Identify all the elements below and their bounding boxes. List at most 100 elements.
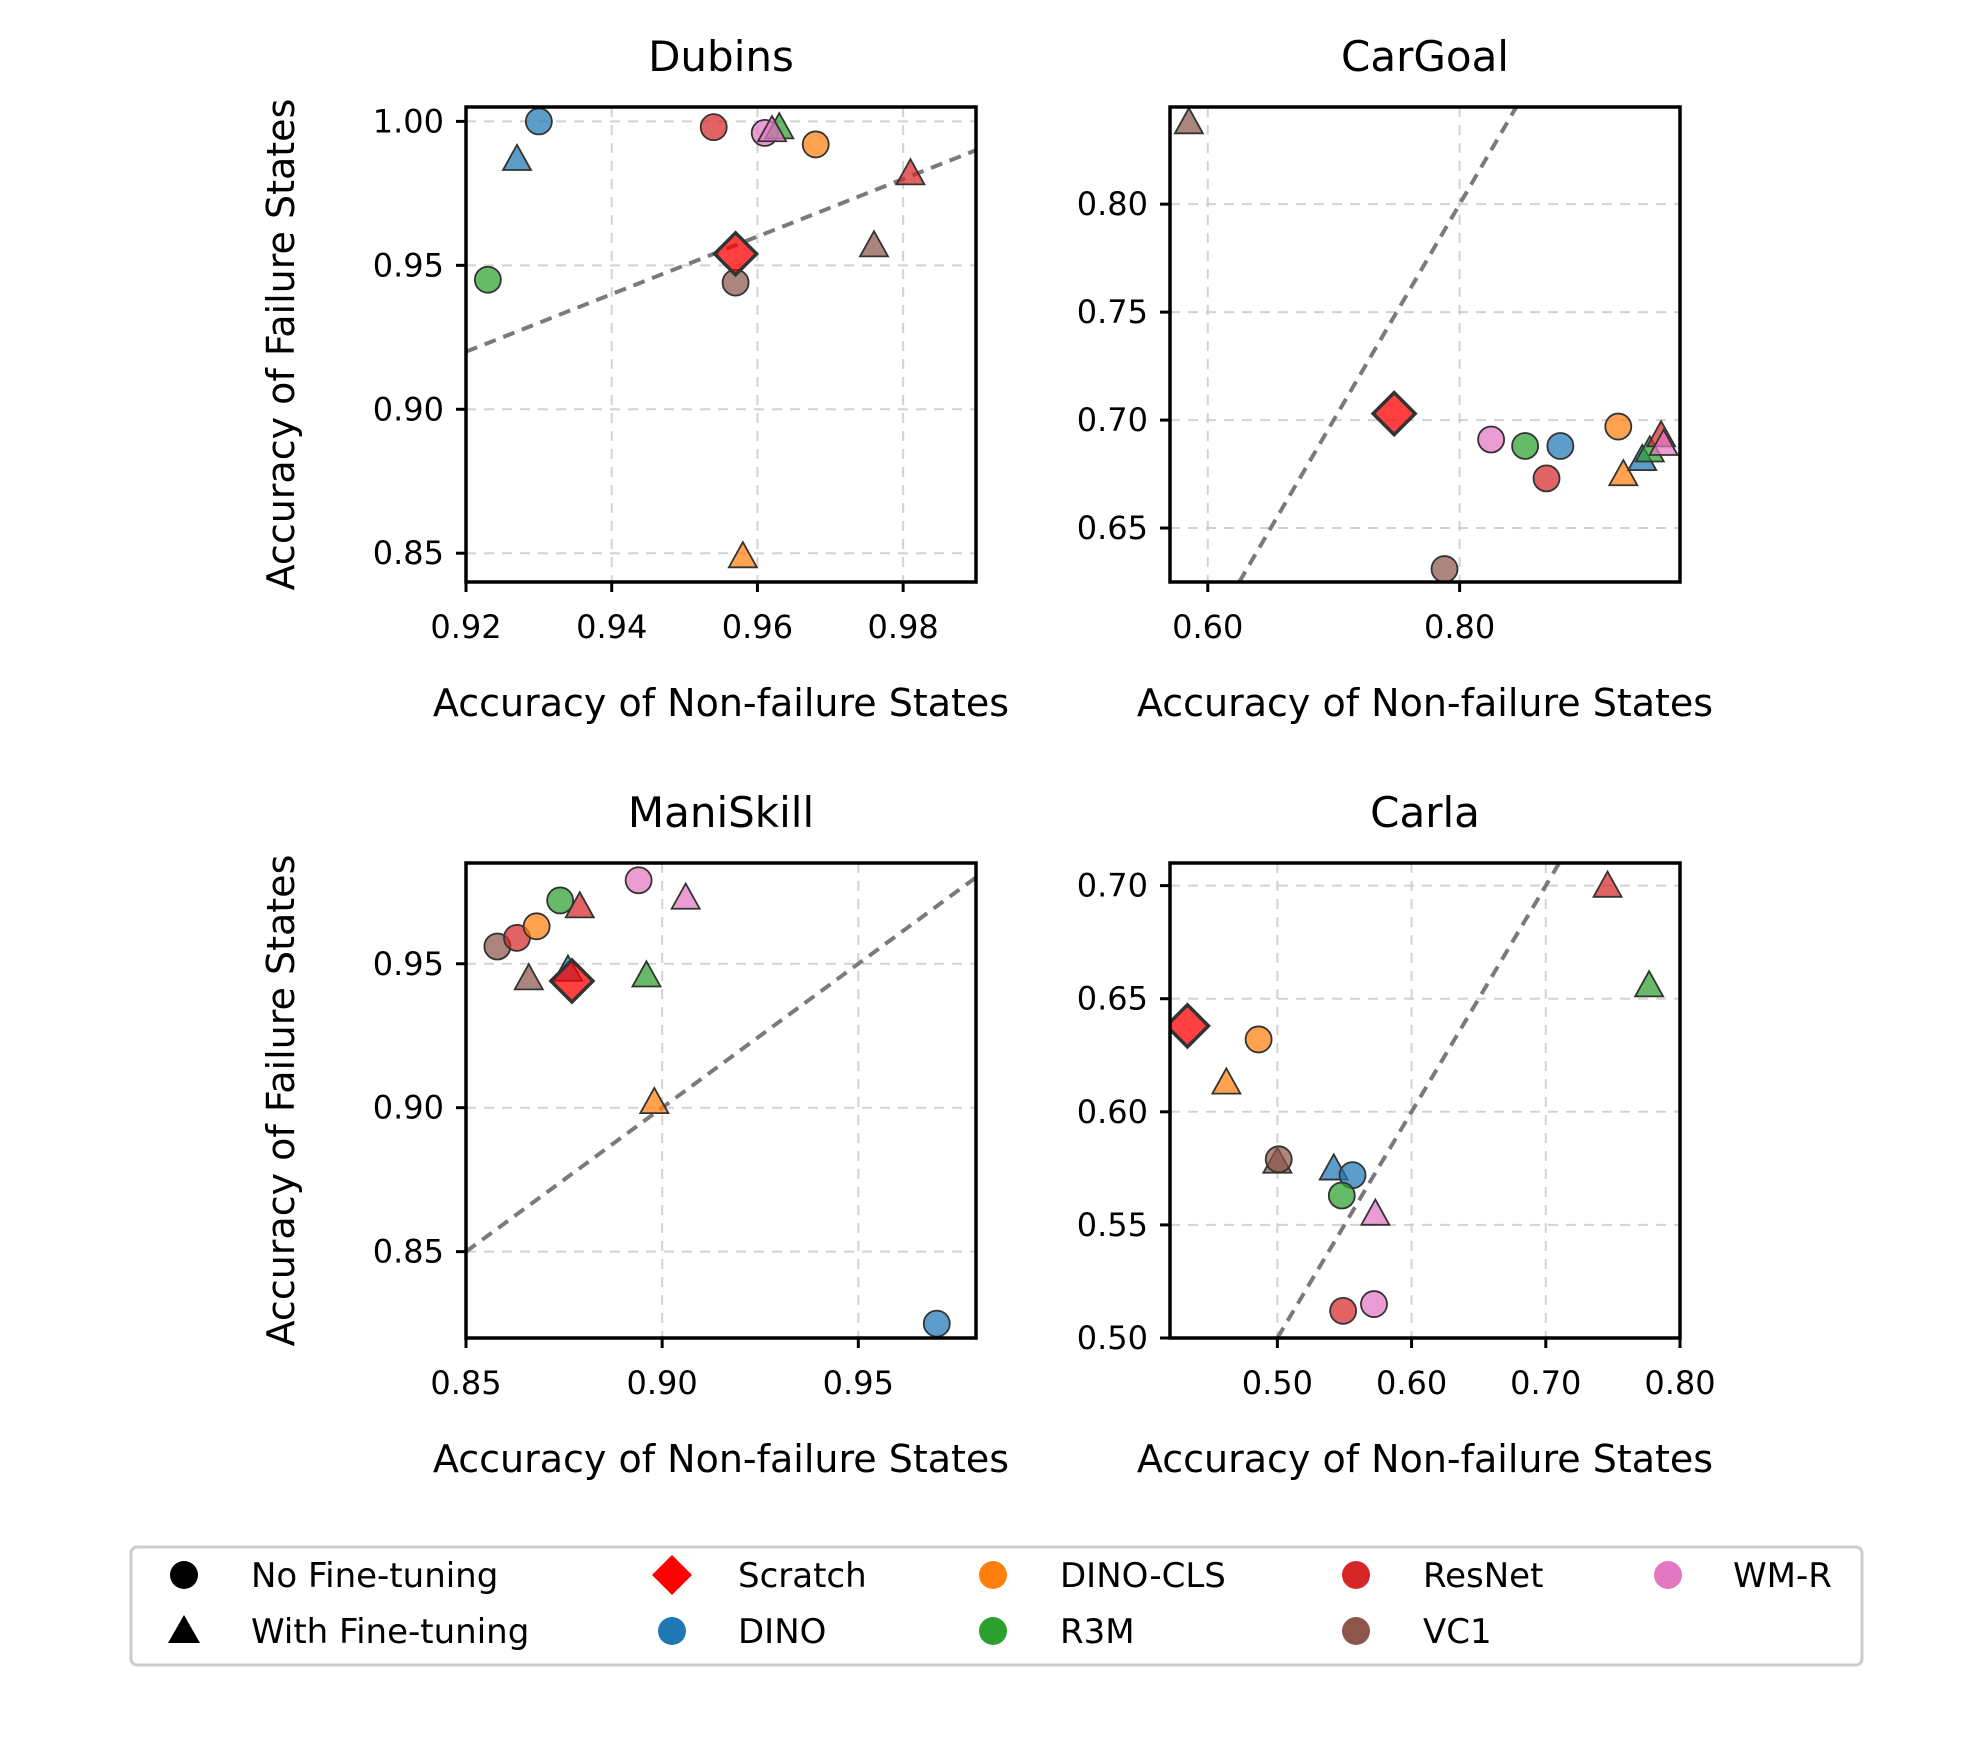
x-tick-label: 0.96 [722,608,793,646]
point-r3m-no-finetune [473,265,502,294]
point-wm-r-no-finetune [1477,425,1506,454]
y-tick-label: 0.90 [373,390,444,428]
plot-frame [464,861,978,1340]
point-wm-r-finetuned [756,114,788,143]
y-tick-label: 0.70 [1077,401,1148,439]
legend-label: No Fine-tuning [251,1556,498,1596]
reference-line [466,875,976,1254]
x-tick-label: 0.50 [1242,1364,1313,1402]
legend-item-dino-cls: DINO-CLS [979,1556,1226,1596]
y-tick-label: 0.50 [1077,1319,1148,1357]
legend-label: R3M [1060,1612,1135,1652]
legend-label: With Fine-tuning [251,1612,529,1652]
point-dino-cls-no-finetune [522,912,551,941]
point-wm-r-no-finetune [624,866,653,895]
point-dino-no-finetune [524,107,553,136]
panel-dubins: 0.92 0.94 0.96 0.98 0.85 0.90 0.95 1.00 Dubins Ac… [259,32,1009,725]
panel-title: Dubins [648,32,794,81]
point-dino-cls-finetuned [727,540,759,569]
x-tick-label: 0.80 [1424,608,1495,646]
point-dino-cls-finetuned [638,1086,670,1115]
points [483,866,951,1338]
legend-label: WM-R [1733,1556,1832,1596]
panel-title: CarGoal [1341,32,1509,81]
legend-label: DINO-CLS [1060,1556,1226,1596]
point-resnet-finetuned [1591,869,1624,898]
x-tick-label: 0.92 [430,608,501,646]
point-dino-cls-finetuned [1607,458,1639,487]
point-resnet-finetuned [564,890,596,919]
legend-label: Scratch [738,1556,867,1596]
point-r3m-no-finetune [1511,432,1540,460]
point-scratch [712,230,760,278]
point-r3m-no-finetune [1327,1181,1356,1210]
point-scratch [548,957,596,1005]
legend-item-resnet: ResNet [1342,1556,1543,1596]
panel-carla: 0.50 0.60 0.70 0.80 0.50 0.55 0.60 0.65 0.70 Carl… [1077,788,1716,1481]
reference-line [466,148,976,354]
points [1170,869,1665,1325]
legend-circle-icon [979,1561,1007,1589]
point-r3m-finetuned [630,959,662,988]
y-tick-label: 0.80 [1077,185,1148,223]
point-resnet-no-finetune [1329,1296,1358,1325]
legend-circle-icon [1654,1561,1682,1589]
plot-frame [1168,105,1682,584]
legend-box [129,1545,1864,1667]
y-tick-label: 0.75 [1077,293,1148,331]
x-tick-label: 0.60 [1172,608,1243,646]
point-dino-finetuned [501,142,533,171]
point-dino-cls-no-finetune [1604,412,1633,441]
legend-triangle-icon [168,1615,200,1643]
legend-item-r3m: R3M [979,1612,1135,1652]
point-dino-no-finetune [1546,432,1575,460]
y-tick-label: 0.60 [1077,1093,1148,1131]
y-tick-label: 0.65 [1077,509,1148,547]
panel-title: Carla [1370,788,1480,837]
point-wm-r-finetuned [670,881,702,910]
point-dino-no-finetune [922,1309,951,1338]
point-resnet-no-finetune [1532,464,1561,493]
legend-circle-icon [170,1561,198,1589]
plot-frame [1168,861,1682,1340]
y-axis-label: Accuracy of Failure States [259,99,303,591]
legend-circle-icon [658,1617,686,1645]
point-vc1-finetuned [858,229,890,258]
panel-maniskill: 0.85 0.90 0.95 0.85 0.90 0.95 ManiSkill Accurac… [259,788,1009,1481]
point-vc1-no-finetune [1264,1145,1293,1174]
x-tick-label: 0.80 [1644,1364,1715,1402]
point-r3m-finetuned [1633,969,1665,998]
x-tick-label: 0.94 [576,608,647,646]
y-tick-label: 0.70 [1077,867,1148,905]
point-dino-cls-no-finetune [801,130,830,159]
legend-item-with-finetuning: With Fine-tuning [168,1612,529,1652]
y-tick-label: 0.85 [373,534,444,572]
y-tick-label: 0.65 [1077,980,1148,1018]
legend-circle-icon [979,1617,1007,1645]
x-tick-label: 0.95 [823,1364,894,1402]
legend-circle-icon [1342,1617,1370,1645]
point-vc1-no-finetune [1430,555,1459,582]
y-axis-label: Accuracy of Failure States [259,855,303,1347]
point-wm-r-finetuned [1359,1197,1391,1226]
points [473,107,926,569]
point-r3m-no-finetune [546,886,575,915]
legend-circle-icon [1342,1561,1370,1589]
x-axis-label: Accuracy of Non-failure States [433,681,1009,725]
legend-diamond-icon [652,1555,692,1595]
x-axis-label: Accuracy of Non-failure States [1137,681,1713,725]
x-tick-label: 0.90 [627,1364,698,1402]
panels: 0.92 0.94 0.96 0.98 0.85 0.90 0.95 1.00 Dubins Ac… [259,32,1716,1481]
panel-title: ManiSkill [628,788,814,837]
reference-line [1275,863,1561,1338]
point-wm-r-no-finetune [1360,1290,1388,1318]
point-resnet-finetuned [894,157,926,186]
point-dino-cls-finetuned [1210,1066,1242,1095]
legend-label: DINO [738,1612,826,1652]
legend-item-scratch: Scratch [652,1555,867,1596]
x-tick-label: 0.98 [868,608,939,646]
y-tick-label: 0.90 [373,1089,444,1127]
legend: No Fine-tuning With Fine-tuning Scratch … [129,1545,1864,1667]
x-axis-label: Accuracy of Non-failure States [1137,1437,1713,1481]
point-dino-cls-no-finetune [1244,1025,1273,1054]
